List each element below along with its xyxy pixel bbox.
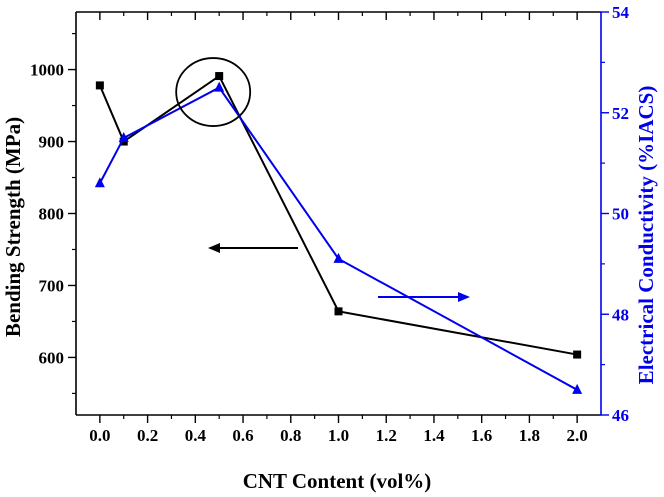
x-tick-label: 1.4 bbox=[423, 426, 445, 445]
x-tick-label: 2.0 bbox=[567, 426, 588, 445]
right-axis-arrow-head bbox=[458, 292, 470, 302]
left-tick-label: 700 bbox=[39, 276, 65, 295]
right-tick-label: 48 bbox=[612, 305, 629, 324]
data-point-square bbox=[215, 72, 224, 81]
left-tick-label: 800 bbox=[39, 205, 65, 224]
x-tick-label: 0.6 bbox=[232, 426, 253, 445]
series-layer bbox=[94, 72, 583, 394]
right-tick-label: 52 bbox=[612, 104, 629, 123]
x-axis-title: CNT Content (vol%) bbox=[243, 469, 432, 493]
x-tick-label: 0.0 bbox=[89, 426, 110, 445]
left-tick-label: 600 bbox=[39, 348, 65, 367]
annotation-layer bbox=[175, 57, 470, 302]
data-point-square bbox=[573, 350, 582, 359]
right-axis-title: Electrical Conductivity (%IACS) bbox=[634, 86, 658, 385]
right-axis-ticks: 46 48 50 52 54 bbox=[601, 3, 630, 425]
left-axis-ticks: 600 700 800 900 1000 bbox=[30, 32, 76, 395]
data-point-triangle bbox=[333, 252, 344, 263]
left-tick-label: 1000 bbox=[30, 61, 64, 80]
data-point-square bbox=[334, 307, 343, 316]
data-point-triangle bbox=[572, 383, 583, 394]
x-tick-label: 1.2 bbox=[376, 426, 397, 445]
x-tick-label: 0.4 bbox=[185, 426, 207, 445]
series-line-right bbox=[98, 86, 578, 391]
left-tick-label: 900 bbox=[39, 133, 65, 152]
x-tick-label: 1.0 bbox=[328, 426, 349, 445]
plot-frame bbox=[75, 11, 602, 416]
left-axis-title: Bending Strength (MPa) bbox=[1, 117, 25, 337]
x-axis-ticks: 0.0 0.2 0.4 0.6 0.8 1.0 1.2 1.4 1.6 1.8 2.0 bbox=[89, 12, 588, 445]
data-point-triangle bbox=[214, 81, 225, 92]
data-point-square bbox=[95, 81, 104, 90]
right-tick-label: 50 bbox=[612, 205, 629, 224]
x-tick-label: 0.8 bbox=[280, 426, 301, 445]
x-tick-label: 1.8 bbox=[519, 426, 540, 445]
right-tick-label: 46 bbox=[612, 406, 629, 425]
data-point-triangle bbox=[118, 131, 129, 142]
right-tick-label: 54 bbox=[612, 3, 630, 22]
x-tick-label: 1.6 bbox=[471, 426, 492, 445]
x-tick-label: 0.2 bbox=[137, 426, 158, 445]
data-point-triangle bbox=[94, 177, 105, 188]
highlight-circle bbox=[175, 57, 252, 127]
left-axis-arrow-head bbox=[208, 243, 220, 253]
